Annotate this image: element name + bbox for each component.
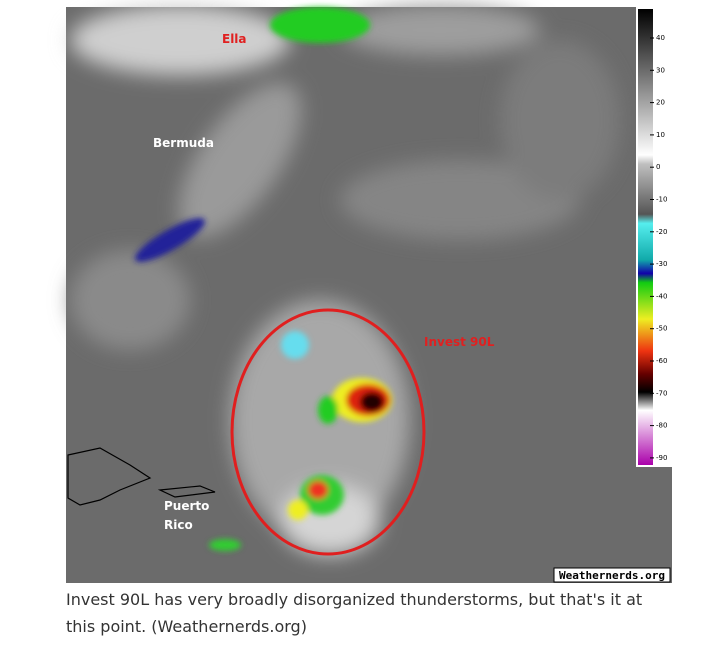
- colorbar-tick-label: 10: [656, 131, 665, 139]
- colorbar-ticks: 40 30 20 10 0 -10 -20 -30 -40 -50 -60 -70 -80 -90: [650, 34, 667, 462]
- clouds: [70, 5, 620, 555]
- label-puerto-rico: Puerto: [164, 499, 209, 513]
- satellite-image: Ella Bermuda Invest 90L Puerto Rico Weat…: [66, 5, 672, 583]
- colorbar-tick-label: -80: [656, 422, 667, 430]
- colorbar: [638, 9, 653, 465]
- highlight-ellipse: [230, 308, 426, 556]
- colorbar-tick-label: -50: [656, 325, 667, 333]
- colorbar-tick-label: 0: [656, 163, 660, 171]
- label-bermuda: Bermuda: [153, 136, 214, 150]
- colorbar-tick-label: -10: [656, 196, 667, 204]
- colorbar-tick-label: -70: [656, 389, 667, 397]
- label-puerto-rico: Rico: [164, 518, 193, 532]
- colorbar-tick-label: 30: [656, 66, 665, 74]
- colorbar-tick-label: 40: [656, 34, 665, 42]
- credit-box: [553, 567, 671, 583]
- credit: Weathernerds.org: [559, 569, 665, 582]
- colorbar-tick-label: -60: [656, 357, 667, 365]
- label-ella: Ella: [222, 32, 247, 46]
- colorbar-tick-label: -20: [656, 228, 667, 236]
- colorbar-tick-label: -40: [656, 292, 667, 300]
- colorbar-tick-label: -30: [656, 260, 667, 268]
- colorbar-tick-label: 20: [656, 99, 665, 107]
- storm-cells: [135, 7, 392, 551]
- colorbar-tick-label: -90: [656, 454, 667, 462]
- coastline: [67, 447, 152, 506]
- caption: Invest 90L has very broadly disorganized…: [66, 590, 643, 636]
- coastline: [157, 485, 216, 498]
- label-invest: Invest 90L: [424, 335, 495, 349]
